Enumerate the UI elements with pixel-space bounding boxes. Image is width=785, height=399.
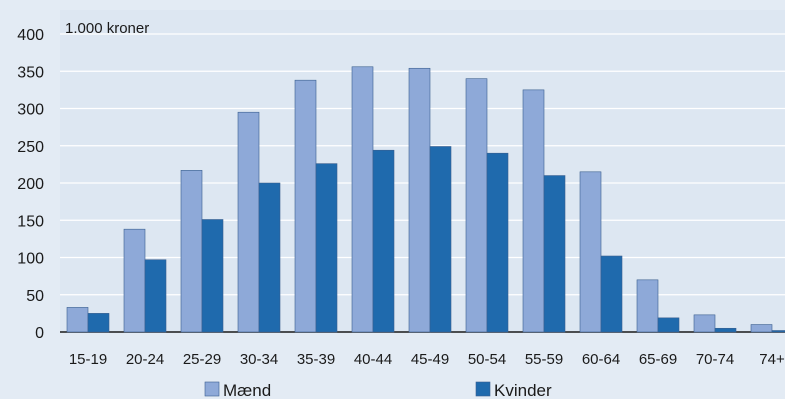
legend-label: Mænd [223,381,271,399]
unit-label: 1.000 kroner [65,20,149,37]
bar-maend [237,111,260,333]
y-tick-label: 400 [17,27,44,44]
bar-kvinder [600,255,623,333]
bar-kvinder [657,317,680,333]
x-tick-label: 45-49 [411,351,449,368]
y-tick-label: 200 [17,176,44,193]
bar-kvinder [201,219,224,333]
bars [66,66,785,333]
bar-maend [750,324,773,333]
bar-maend [180,170,203,333]
bar-kvinder [771,330,785,333]
bar-kvinder [543,175,566,333]
bar-maend [408,67,431,333]
bar-kvinder [144,259,167,333]
legend-label: Kvinder [494,381,552,399]
y-tick-label: 50 [26,288,44,305]
bar-kvinder [87,313,110,333]
bar-maend [465,78,488,333]
bar-maend [522,89,545,333]
bar-maend [579,171,602,333]
x-tick-label: 70-74 [696,351,734,368]
y-tick-labels: 0 50 100 150 200 250 300 350 400 [17,27,44,342]
y-tick-label: 150 [17,213,44,230]
x-tick-label: 30-34 [240,351,278,368]
legend: Mænd Kvinder [204,381,552,399]
x-tick-label: 55-59 [525,351,563,368]
x-tick-label: 25-29 [183,351,221,368]
x-tick-label: 35-39 [297,351,335,368]
x-tick-label: 60-64 [582,351,620,368]
x-tick-label: 65-69 [639,351,677,368]
x-tick-label: 74+ [759,351,785,368]
bar-kvinder [372,149,395,333]
x-tick-label: 15-19 [69,351,107,368]
y-tick-label: 250 [17,139,44,156]
bar-maend [294,79,317,333]
y-tick-label: 100 [17,251,44,268]
bar-kvinder [315,163,338,333]
x-tick-label: 50-54 [468,351,506,368]
bar-maend [123,228,146,333]
bar-kvinder [258,182,281,333]
legend-swatch [204,381,220,397]
y-tick-label: 350 [17,64,44,81]
bar-kvinder [486,152,509,333]
bar-kvinder [714,327,737,333]
legend-swatch [475,381,491,397]
bar-maend [351,66,374,333]
y-tick-label: 0 [35,325,44,342]
bar-maend [66,307,89,333]
bar-maend [636,279,659,333]
bar-maend [693,314,716,333]
x-tick-label: 20-24 [126,351,164,368]
x-tick-labels: 15-19 20-24 25-29 30-34 35-39 40-44 45-49 50-54… [69,351,785,368]
x-tick-label: 40-44 [354,351,392,368]
bar-kvinder [429,146,452,333]
y-tick-label: 300 [17,102,44,119]
